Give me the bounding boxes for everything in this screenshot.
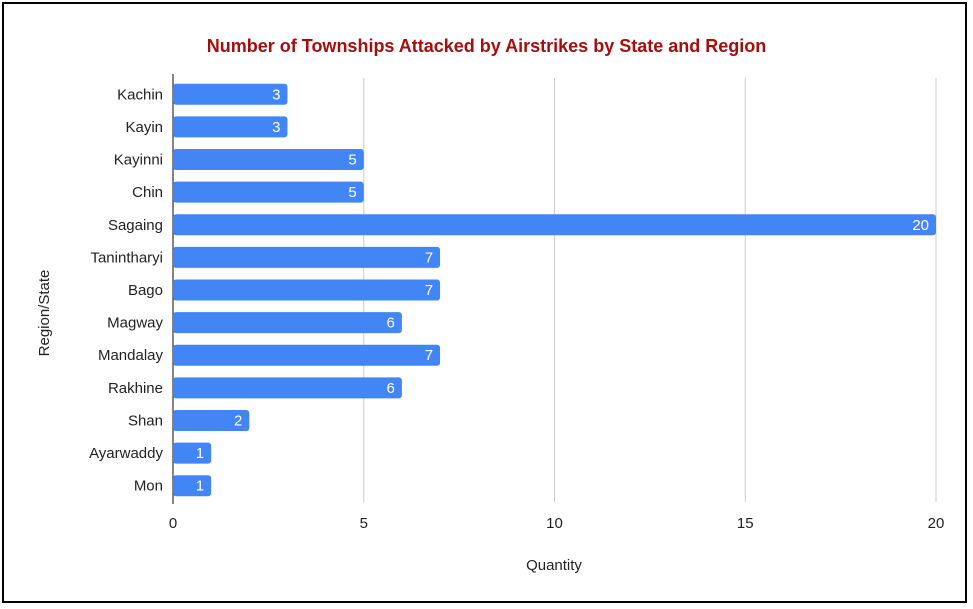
bars — [173, 83, 936, 497]
category-label-sagaing: Sagaing — [108, 217, 163, 234]
category-label-mandalay: Mandalay — [98, 347, 164, 364]
x-tick-label-0: 0 — [169, 515, 177, 532]
category-label-ayarwaddy: Ayarwaddy — [89, 445, 163, 462]
category-label-rakhine: Rakhine — [108, 380, 163, 397]
data-label-rakhine: 6 — [387, 380, 395, 397]
data-label-shan: 2 — [234, 412, 242, 429]
data-label-bago: 7 — [425, 282, 433, 299]
data-label-mandalay: 7 — [425, 347, 433, 364]
bar-kachin — [173, 83, 288, 105]
labels: 0 5 10 15 20 Kachin 3 Kayin 3 Kayinni 5 Chin 5 Sagain… — [89, 86, 944, 532]
bar-chin — [173, 181, 364, 203]
chart-title: Number of Townships Attacked by Airstrik… — [206, 36, 767, 56]
bar-sagaing — [173, 214, 936, 236]
bar-mon — [173, 475, 212, 497]
bar-mandalay — [173, 344, 441, 366]
data-label-mon: 1 — [196, 478, 204, 495]
x-tick-label-4: 20 — [928, 515, 945, 532]
data-label-sagaing: 20 — [912, 217, 929, 234]
category-label-bago: Bago — [128, 282, 163, 299]
x-tick-label-3: 15 — [737, 515, 754, 532]
category-label-tanintharyi: Tanintharyi — [90, 249, 163, 266]
category-label-magway: Magway — [107, 315, 163, 332]
data-label-ayarwaddy: 1 — [196, 445, 204, 462]
data-label-magway: 6 — [387, 315, 395, 332]
category-label-mon: Mon — [134, 478, 163, 495]
x-tick-label-2: 10 — [546, 515, 563, 532]
data-label-kachin: 3 — [272, 86, 280, 103]
y-axis-title: Region/State — [36, 270, 53, 357]
category-label-chin: Chin — [132, 184, 163, 201]
data-label-chin: 5 — [348, 184, 356, 201]
bar-tanintharyi — [173, 246, 441, 268]
category-label-kayin: Kayin — [125, 119, 163, 136]
bar-kayinni — [173, 149, 364, 171]
bar-magway — [173, 312, 402, 334]
chart-frame — [2, 2, 967, 603]
bar-bago — [173, 279, 441, 301]
bar-shan — [173, 409, 250, 431]
bar-kayin — [173, 116, 288, 138]
category-label-kachin: Kachin — [117, 86, 163, 103]
x-tick-label-1: 5 — [360, 515, 368, 532]
category-label-shan: Shan — [128, 412, 163, 429]
bar-ayarwaddy — [173, 442, 212, 464]
x-axis-title: Quantity — [526, 557, 582, 574]
bar-rakhine — [173, 377, 402, 399]
data-label-tanintharyi: 7 — [425, 249, 433, 266]
data-label-kayinni: 5 — [348, 152, 356, 169]
data-label-kayin: 3 — [272, 119, 280, 136]
category-label-kayinni: Kayinni — [114, 152, 163, 169]
